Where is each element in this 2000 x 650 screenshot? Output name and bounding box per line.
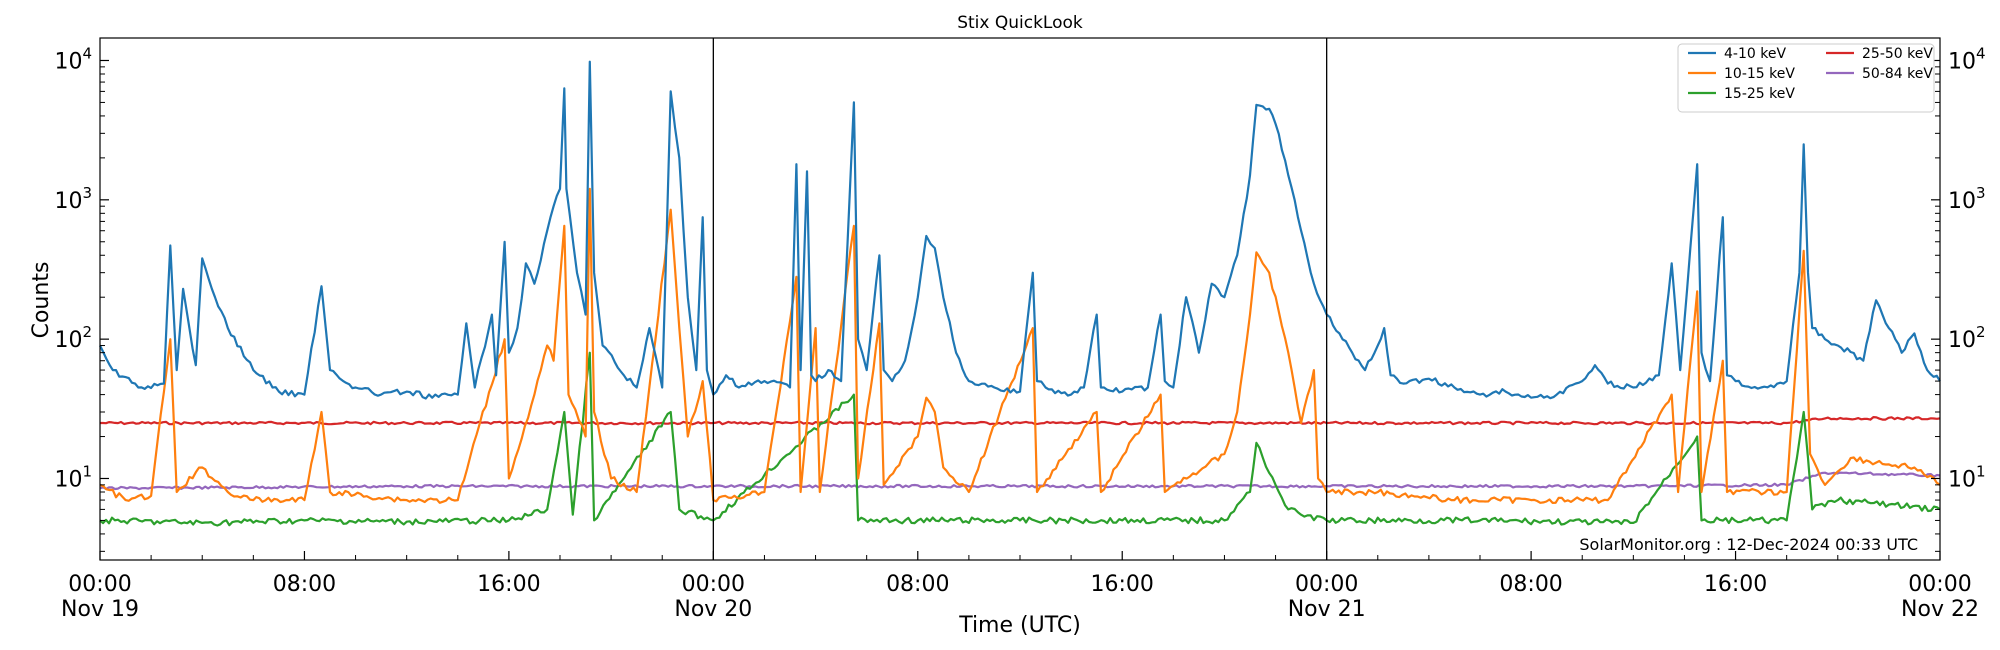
y-tick-label: 103 [54, 184, 92, 214]
series-line-50-84-kev [99, 471, 1941, 491]
legend-label: 50-84 keV [1862, 66, 1933, 82]
legend-frame [1677, 43, 1935, 113]
series-group [99, 60, 1941, 527]
y-tick-label: 104 [54, 44, 92, 74]
y-tick-label: 102 [1948, 323, 1986, 353]
plot-frame [99, 37, 1941, 561]
legend: 4-10 keV 10-15 keV 15-25 keV 25-50 keV 50-84… [1677, 43, 1935, 113]
series-line-25-50-kev [100, 416, 1941, 426]
x-tick-label: 16:00 [1704, 572, 1767, 597]
footer-note: SolarMonitor.org : 12-Dec-2024 00:33 UTC [1579, 535, 1918, 554]
y-axis-left: 101 102 103 104 [54, 44, 109, 552]
x-tick-label: 00:00 [1908, 572, 1971, 597]
x-tick-label: 00:00 [68, 572, 131, 597]
x-tick-date-label: Nov 19 [61, 597, 139, 622]
legend-label: 4-10 keV [1724, 46, 1786, 62]
y-tick-label: 103 [1948, 184, 1986, 214]
y-tick-label: 101 [54, 462, 92, 492]
x-tick-label: 00:00 [682, 572, 745, 597]
x-tick-label: 16:00 [477, 572, 540, 597]
x-tick-date-label: Nov 20 [674, 597, 752, 622]
x-tick-label: 08:00 [886, 572, 949, 597]
legend-label: 15-25 keV [1724, 86, 1795, 102]
y-tick-label: 101 [1948, 462, 1986, 492]
y-axis-label: Counts [29, 262, 54, 339]
x-tick-label: 08:00 [1499, 572, 1562, 597]
legend-label: 10-15 keV [1724, 66, 1795, 82]
x-tick-label: 08:00 [273, 572, 336, 597]
day-boundary-lines [712, 38, 1328, 560]
x-tick-label: 16:00 [1091, 572, 1154, 597]
x-tick-date-label: Nov 22 [1901, 597, 1979, 622]
series-line-4-10-kev [99, 60, 1941, 400]
series-line-10-15-kev [99, 187, 1941, 504]
x-axis-label: Time (UTC) [958, 613, 1081, 638]
legend-label: 25-50 keV [1862, 46, 1933, 62]
y-axis-right: 101 102 103 104 [1931, 44, 1986, 552]
y-tick-label: 102 [54, 323, 92, 353]
x-tick-date-label: Nov 21 [1288, 597, 1366, 622]
x-tick-label: 00:00 [1295, 572, 1358, 597]
y-tick-label: 104 [1948, 44, 1986, 74]
series-line-15-25-kev [99, 351, 1941, 527]
chart-title: Stix QuickLook [957, 13, 1083, 33]
